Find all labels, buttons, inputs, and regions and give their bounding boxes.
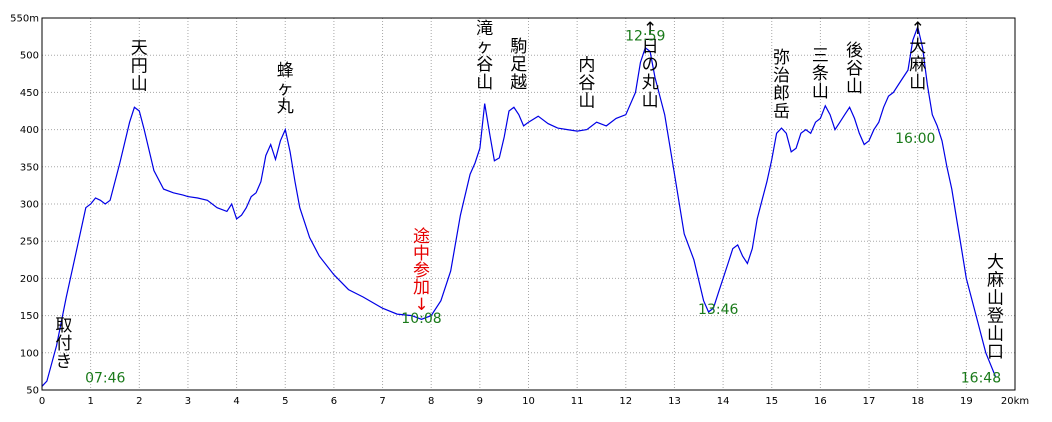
x-tick-label: 0 — [39, 396, 45, 407]
x-tick-label: 4 — [233, 396, 239, 407]
peak-label: ↑大麻山 — [909, 19, 926, 93]
y-tick-label: 350 — [20, 162, 39, 173]
x-axis-ticks: 0 1 2 3 4 5 6 7 8 9 10 11 12 13 14 15 16 17 18 19 20km — [39, 396, 1029, 407]
peak-label: 天円山 — [131, 39, 148, 95]
x-tick-label: 15 — [765, 396, 778, 407]
x-tick-label: 2 — [136, 396, 142, 407]
y-tick-label: 400 — [20, 125, 39, 136]
y-tick-label: 450 — [20, 88, 39, 99]
x-tick-label: 14 — [717, 396, 730, 407]
grid-lines — [42, 18, 1015, 390]
x-tick-label: 16 — [814, 396, 827, 407]
x-tick-label: 7 — [379, 396, 385, 407]
time-label: 16:00 — [895, 131, 935, 147]
x-tick-label: 1 — [87, 396, 93, 407]
time-label: 07:46 — [85, 371, 125, 387]
time-label: 13:46 — [698, 302, 738, 318]
plot-frame — [41, 17, 1016, 391]
peak-label: 大麻山登山口 — [987, 252, 1004, 362]
y-tick-label: 50 — [26, 386, 39, 397]
time-label: 10:08 — [401, 311, 441, 327]
y-tick-label: 100 — [20, 348, 39, 359]
peak-label: 駒足越 — [510, 37, 527, 93]
y-tick-label: 550m — [10, 14, 39, 25]
y-tick-label: 500 — [20, 51, 39, 62]
x-tick-label: 9 — [477, 396, 483, 407]
peak-label: 蜂ヶ丸 — [277, 61, 294, 117]
x-tick-label: 19 — [960, 396, 973, 407]
peak-label: 取付き — [55, 316, 72, 372]
peak-label: 後谷山 — [846, 41, 863, 97]
x-tick-label: 18 — [911, 396, 924, 407]
time-label: 16:48 — [961, 371, 1001, 387]
peak-label: 弥治郎岳 — [773, 48, 790, 122]
y-tick-label: 150 — [20, 311, 39, 322]
x-tick-label: 20km — [1001, 396, 1029, 407]
y-tick-label: 300 — [20, 200, 39, 211]
peak-label: 三条山 — [812, 46, 829, 102]
x-tick-label: 5 — [282, 396, 288, 407]
peak-label: 滝ヶ谷山 — [476, 19, 493, 93]
x-tick-label: 6 — [331, 396, 337, 407]
x-tick-label: 12 — [619, 396, 632, 407]
y-axis-ticks: 50 100 150 200 250 300 350 400 450 500 550m — [10, 14, 39, 397]
peak-label: 内谷山 — [578, 56, 595, 112]
x-tick-label: 11 — [571, 396, 584, 407]
time-label: 12:59 — [625, 28, 665, 44]
time-labels: 07:46 10:08 12:59 13:46 16:00 16:48 — [85, 28, 1001, 386]
x-tick-label: 10 — [522, 396, 535, 407]
x-tick-label: 8 — [428, 396, 434, 407]
x-tick-label: 17 — [863, 396, 876, 407]
x-tick-label: 13 — [668, 396, 681, 407]
y-tick-label: 250 — [20, 237, 39, 248]
y-tick-label: 200 — [20, 274, 39, 285]
note-label: 途中参加↓ — [413, 227, 430, 315]
elevation-profile-line — [41, 24, 997, 387]
note-labels: 途中参加↓ — [413, 227, 430, 315]
peak-label: ↑日の丸山 — [642, 19, 659, 111]
x-tick-label: 3 — [185, 396, 191, 407]
